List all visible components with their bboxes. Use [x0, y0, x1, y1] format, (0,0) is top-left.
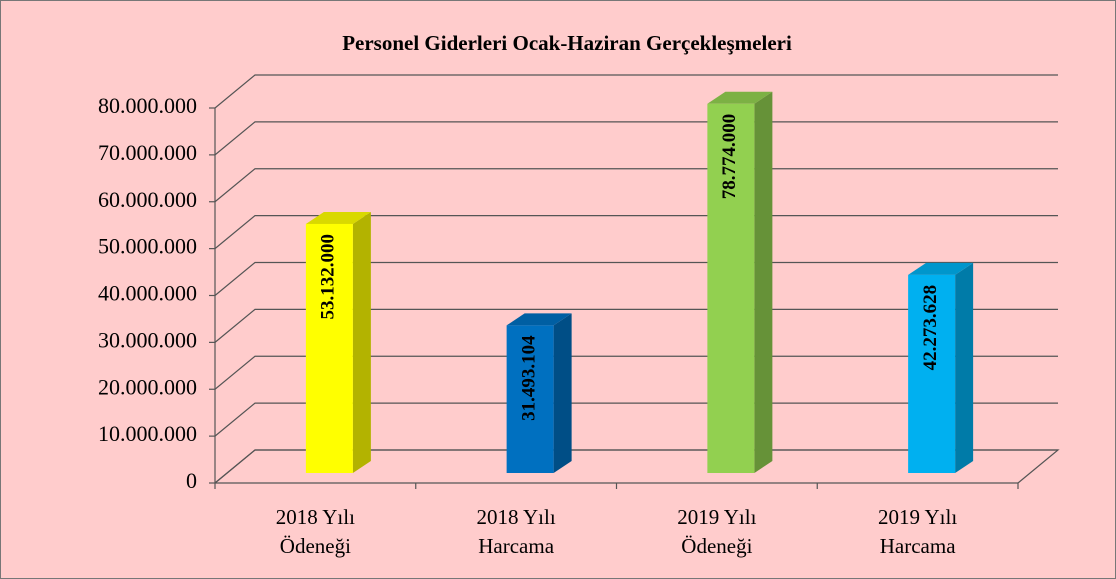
y-tick-label: 0 [186, 468, 197, 493]
bar-top [305, 211, 371, 224]
y-tick-label: 70.000.000 [98, 140, 197, 165]
x-tick-label: 2019 Yılı [677, 505, 756, 529]
value-label: 53.132.000 [318, 234, 339, 320]
y-tick-label: 50.000.000 [98, 234, 197, 259]
value-label: 31.493.104 [518, 335, 539, 421]
x-tick-label: 2018 Yılı [276, 505, 355, 529]
grid-line [214, 355, 1058, 390]
x-tick-label: Harcama [880, 534, 956, 558]
x-tick-label: Harcama [478, 534, 554, 558]
bar-side [352, 211, 371, 473]
y-tick-label: 60.000.000 [98, 187, 197, 212]
value-label: 78.774.000 [719, 114, 740, 200]
grid-line [214, 121, 1058, 156]
grid-line [214, 168, 1058, 203]
bar-side [955, 262, 974, 473]
chart-title: Personel Giderleri Ocak-Haziran Gerçekle… [342, 31, 792, 55]
y-tick-label: 10.000.000 [98, 421, 197, 446]
y-tick-label: 30.000.000 [98, 327, 197, 352]
grid-line [214, 215, 1058, 250]
y-tick-label: 40.000.000 [98, 281, 197, 306]
bar-side [553, 313, 572, 473]
bar [506, 325, 554, 473]
x-tick-label: 2018 Yılı [477, 505, 556, 529]
grid-line [214, 308, 1058, 343]
grid-line [214, 449, 1058, 484]
bar [908, 274, 956, 473]
x-tick-label: Ödeneği [280, 534, 351, 558]
x-tick-label: 2019 Yılı [878, 505, 957, 529]
grid-line [214, 74, 1058, 109]
grid-line [214, 261, 1058, 296]
bar-side [754, 91, 773, 473]
value-label: 42.273.628 [920, 285, 941, 371]
grid-line [214, 402, 1058, 437]
x-tick-label: Ödeneği [681, 534, 752, 558]
bar-top [908, 262, 974, 275]
bar-top [707, 91, 773, 104]
y-tick-label: 80.000.000 [98, 93, 197, 118]
bar [707, 103, 755, 473]
bar [305, 223, 353, 473]
y-tick-label: 20.000.000 [98, 374, 197, 399]
bar-top [506, 313, 572, 326]
